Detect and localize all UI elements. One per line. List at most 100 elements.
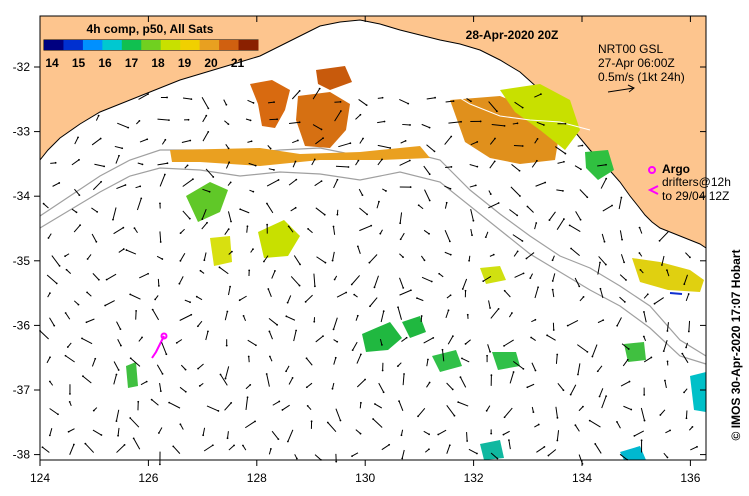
current-vector-head [48, 434, 51, 437]
current-vector-head [310, 420, 313, 423]
current-vector-head [205, 114, 208, 117]
current-vector-head [277, 179, 280, 181]
current-vector [488, 300, 491, 309]
current-vector-head [336, 213, 339, 216]
current-vector-head [195, 295, 198, 298]
current-vector [597, 319, 604, 324]
current-vector-head [230, 250, 233, 253]
colorbar-segment [219, 40, 240, 50]
colorbar-tick-label: 19 [178, 56, 192, 70]
current-vector [591, 344, 598, 357]
current-vector [49, 428, 53, 436]
current-vector [666, 322, 669, 332]
current-vector-head [226, 310, 229, 313]
current-vector [557, 161, 565, 164]
current-vector-head [313, 320, 316, 323]
current-vector-head [428, 381, 431, 384]
current-vector [336, 292, 347, 298]
colorbar-segment [180, 40, 201, 50]
current-vector-head [566, 324, 569, 327]
current-vector-head [540, 93, 542, 96]
current-vector [157, 162, 168, 166]
current-vector [359, 207, 368, 215]
current-vector-head [451, 388, 454, 391]
current-vector-head [623, 261, 626, 264]
current-vector-head [459, 376, 462, 379]
current-vector [399, 99, 409, 105]
colorbar-tick-label: 14 [45, 56, 59, 70]
current-vector [116, 444, 125, 453]
current-vector-head [370, 224, 373, 227]
current-vector-head [95, 240, 98, 243]
current-vector-head [604, 263, 607, 266]
current-vector-head [450, 135, 453, 138]
argo-legend: Argo drifters@12h to 29/04 12Z [647, 162, 731, 203]
current-vector [372, 418, 383, 428]
current-vector [510, 186, 521, 197]
current-vector [594, 443, 602, 454]
current-vector-head [490, 374, 493, 377]
current-vector [534, 222, 537, 230]
current-vector [314, 180, 322, 187]
current-vector [514, 101, 523, 109]
current-vector-head [228, 161, 231, 164]
current-vector [619, 230, 623, 240]
current-vector [577, 344, 588, 353]
current-vector-head [238, 299, 241, 302]
current-vector [316, 256, 326, 264]
current-vector [620, 381, 630, 387]
current-vector-head [535, 159, 538, 162]
current-vector-head [86, 291, 88, 294]
argo-drifter-track [151, 332, 168, 359]
current-vector-head [199, 269, 202, 272]
current-vector [378, 382, 385, 393]
current-vector-head [197, 367, 200, 370]
current-vector-head [159, 390, 162, 393]
current-vector [601, 395, 607, 409]
current-vector-head [332, 328, 335, 331]
current-vector-head [521, 240, 524, 242]
current-vector-head [189, 139, 192, 142]
current-vector [397, 307, 403, 320]
current-vector-head [86, 258, 89, 260]
current-vector [437, 429, 447, 435]
current-vector [444, 136, 452, 145]
current-vector [526, 252, 535, 259]
current-vector-head [397, 306, 399, 309]
current-vector [351, 452, 359, 457]
current-vector-head [356, 314, 359, 317]
current-vector-head [291, 377, 294, 379]
current-vector-head [246, 225, 249, 228]
current-vector-head [441, 348, 444, 351]
current-vector [555, 354, 558, 364]
current-vector [352, 341, 358, 351]
current-vector [65, 355, 75, 363]
current-vector [202, 131, 209, 142]
current-vector [116, 321, 121, 330]
current-vector [623, 405, 632, 411]
credit-text: © IMOS 30-Apr-2020 17:07 Hobart [729, 250, 743, 441]
current-vector-head [68, 401, 71, 403]
current-vector-head [452, 100, 455, 102]
current-vector [602, 205, 613, 212]
current-vector-head [599, 287, 602, 290]
current-vector-head [254, 420, 256, 423]
current-vector [223, 99, 227, 105]
current-vector [659, 231, 669, 242]
current-vector-head [57, 413, 59, 416]
current-vector-head [599, 261, 601, 264]
current-vector-head [286, 440, 289, 443]
current-vector-head [81, 337, 83, 340]
x-tick-label: 124 [30, 471, 50, 485]
current-vector-head [602, 319, 605, 322]
current-vector [202, 427, 206, 436]
current-vector-head [122, 248, 125, 250]
current-vector-head [471, 234, 473, 237]
current-vector [402, 373, 405, 386]
current-vector-head [404, 139, 407, 142]
current-vector [179, 424, 184, 430]
current-vector-head [503, 124, 506, 127]
current-vector [359, 225, 372, 232]
current-vector [202, 115, 207, 123]
current-vector [39, 330, 49, 340]
